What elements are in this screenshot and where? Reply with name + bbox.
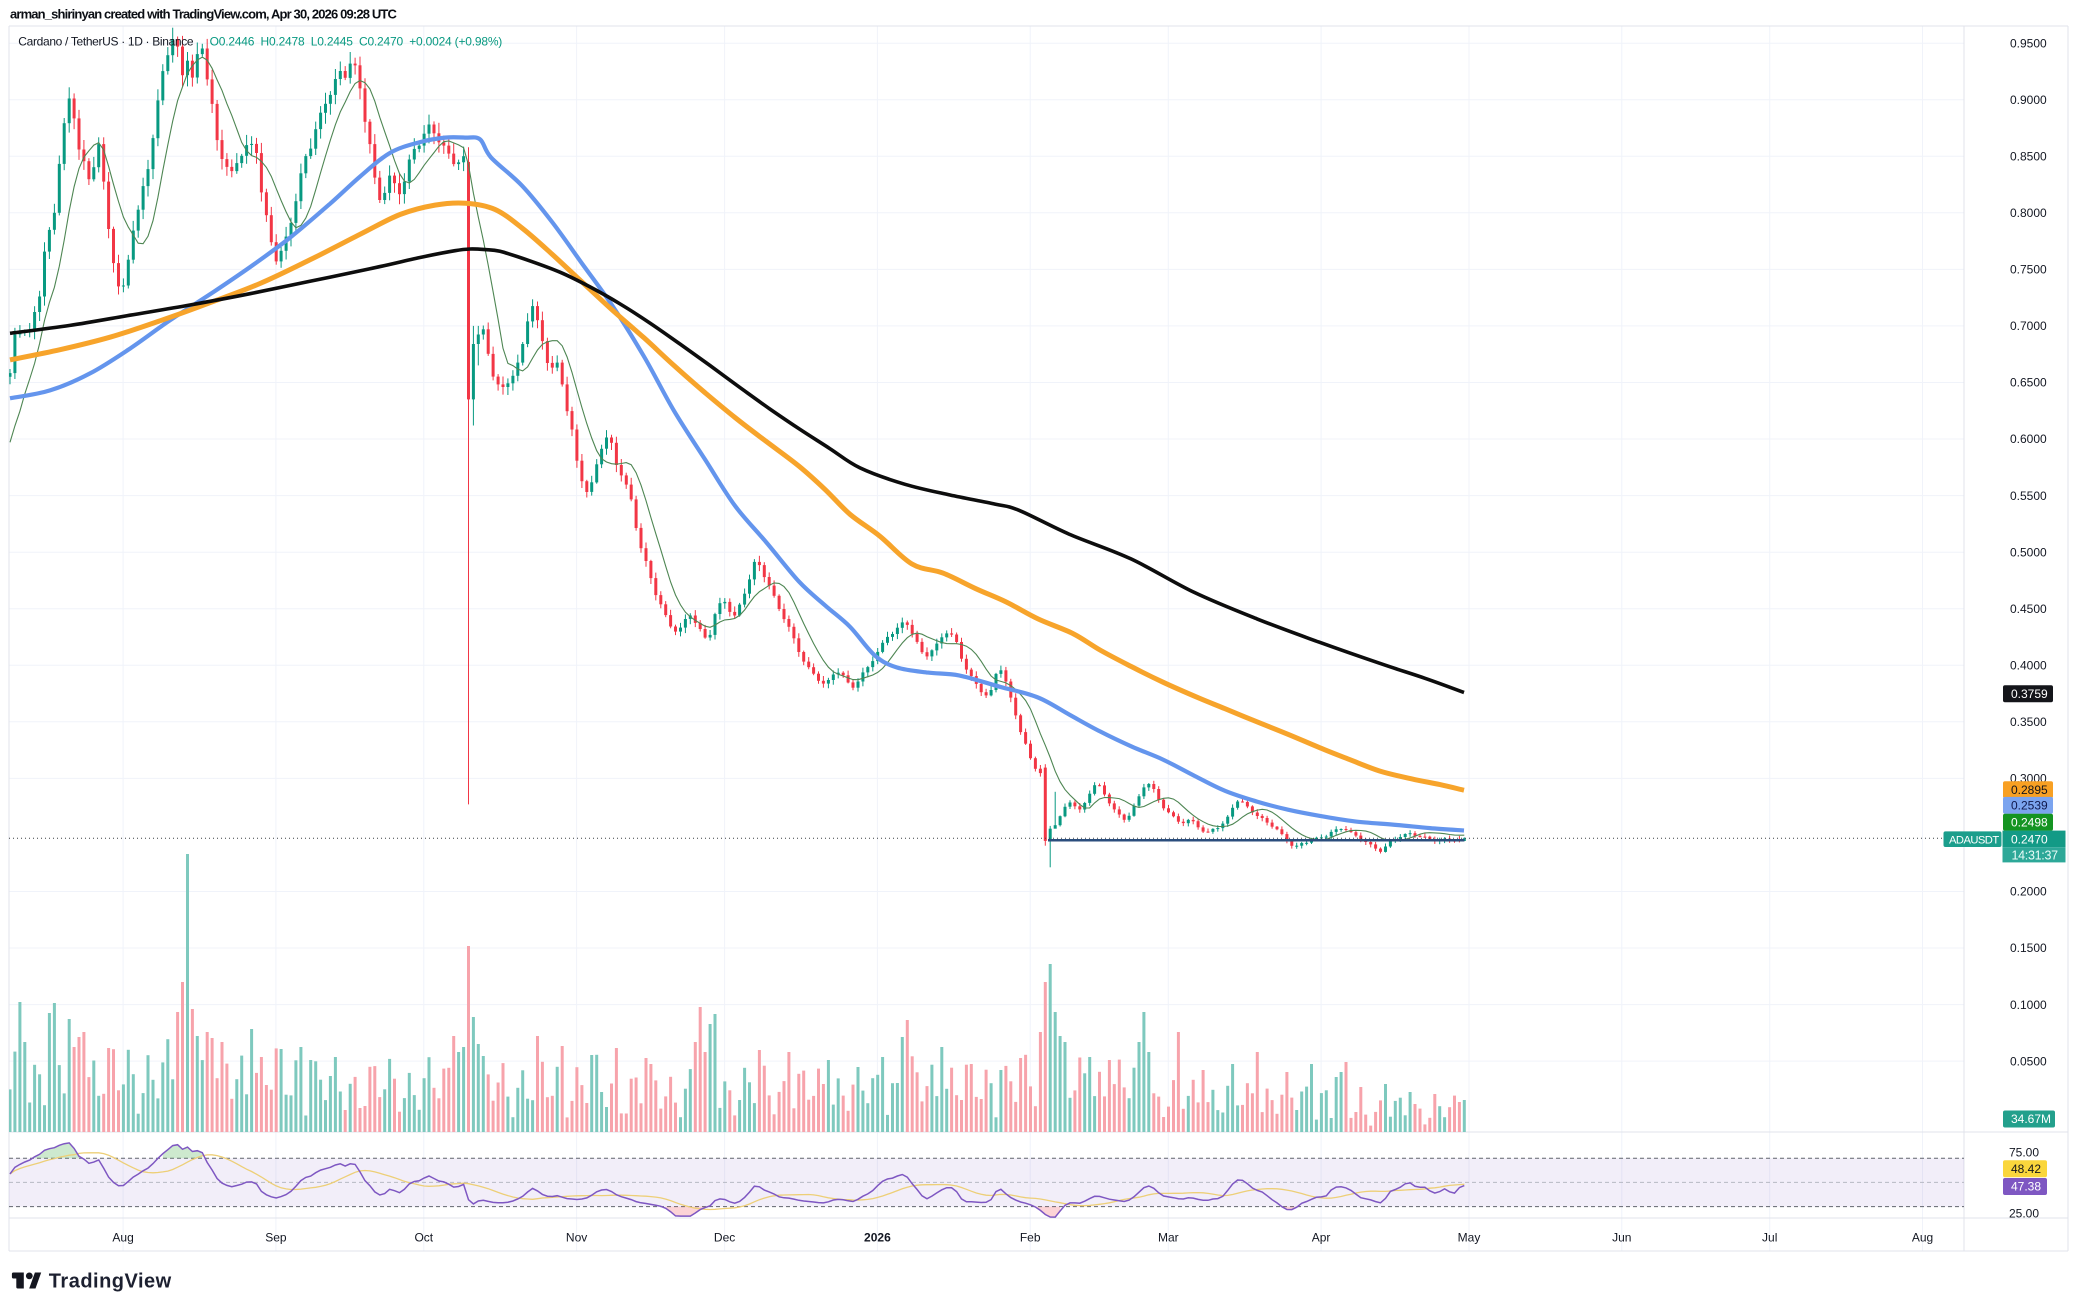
svg-text:Jul: Jul <box>1762 1230 1777 1244</box>
svg-text:arman_shirinyan created with T: arman_shirinyan created with TradingView… <box>10 7 398 22</box>
svg-text:Aug: Aug <box>1912 1230 1933 1244</box>
svg-text:Dec: Dec <box>714 1230 735 1244</box>
svg-text:Feb: Feb <box>1020 1230 1041 1244</box>
svg-text:May: May <box>1458 1230 1481 1244</box>
svg-text:14:31:37: 14:31:37 <box>2012 848 2059 862</box>
svg-text:0.5500: 0.5500 <box>2010 489 2047 503</box>
svg-text:Nov: Nov <box>566 1230 587 1244</box>
svg-text:47.38: 47.38 <box>2011 1180 2041 1194</box>
svg-text:0.4500: 0.4500 <box>2010 602 2047 616</box>
svg-text:34.67M: 34.67M <box>2011 1112 2051 1126</box>
svg-text:0.1500: 0.1500 <box>2010 941 2047 955</box>
svg-text:0.3759: 0.3759 <box>2011 687 2048 701</box>
svg-text:2026: 2026 <box>864 1230 891 1244</box>
svg-text:0.6500: 0.6500 <box>2010 376 2047 390</box>
svg-text:Sep: Sep <box>265 1230 287 1244</box>
svg-text:0.0500: 0.0500 <box>2010 1054 2047 1068</box>
svg-text:0.7000: 0.7000 <box>2010 319 2047 333</box>
svg-text:48.42: 48.42 <box>2011 1162 2041 1176</box>
svg-text:0.5000: 0.5000 <box>2010 545 2047 559</box>
svg-text:0.8000: 0.8000 <box>2010 206 2047 220</box>
svg-text:TradingView: TradingView <box>49 1271 172 1293</box>
svg-text:0.2498: 0.2498 <box>2011 816 2048 830</box>
svg-text:75.00: 75.00 <box>2009 1145 2039 1159</box>
svg-text:0.6000: 0.6000 <box>2010 432 2047 446</box>
svg-text:Cardano / TetherUS · 1D · Bina: Cardano / TetherUS · 1D · Binance <box>18 34 194 48</box>
svg-text:0.2000: 0.2000 <box>2010 885 2047 899</box>
svg-text:0.9500: 0.9500 <box>2010 36 2047 50</box>
svg-text:ADAUSDT: ADAUSDT <box>1949 834 1999 846</box>
svg-text:0.1000: 0.1000 <box>2010 998 2047 1012</box>
svg-text:0.8500: 0.8500 <box>2010 150 2047 164</box>
svg-text:Mar: Mar <box>1158 1230 1179 1244</box>
svg-text:Aug: Aug <box>112 1230 133 1244</box>
svg-text:Apr: Apr <box>1312 1230 1331 1244</box>
svg-text:25.00: 25.00 <box>2009 1207 2039 1221</box>
svg-text:0.9000: 0.9000 <box>2010 93 2047 107</box>
svg-text:0.4000: 0.4000 <box>2010 659 2047 673</box>
svg-text:O0.2446 H0.2478 L0.2445 C0.: O0.2446 H0.2478 L0.2445 C0.2470 +0.0024 … <box>210 34 503 48</box>
svg-text:Oct: Oct <box>414 1230 433 1244</box>
svg-text:Jun: Jun <box>1612 1230 1631 1244</box>
svg-text:0.2470: 0.2470 <box>2011 833 2048 847</box>
svg-text:0.2539: 0.2539 <box>2011 799 2048 813</box>
svg-text:0.7500: 0.7500 <box>2010 263 2047 277</box>
svg-text:0.2895: 0.2895 <box>2011 783 2048 797</box>
svg-text:0.3500: 0.3500 <box>2010 715 2047 729</box>
